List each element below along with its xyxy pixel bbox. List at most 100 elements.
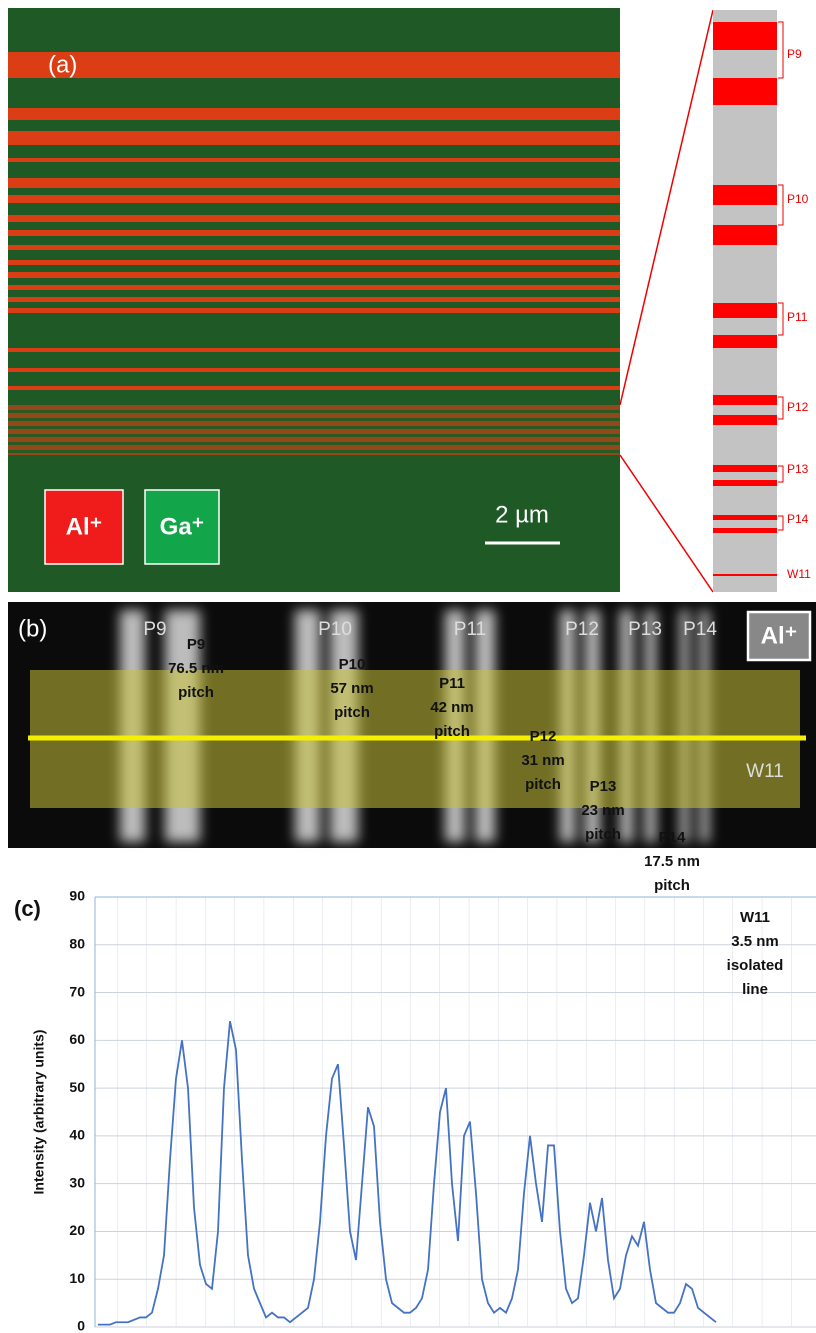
annotation: 23 nm [581,802,624,819]
line-label: P11 [454,619,486,640]
stripe [8,195,620,203]
plot-grid [95,897,816,1327]
line-label: P9 [143,619,166,640]
stripe [8,158,620,162]
schematic-layer [713,185,777,205]
stripe [8,178,620,188]
annotation: pitch [654,877,690,894]
stripe [8,230,620,236]
annotation: P14 [659,829,686,846]
bracket [778,466,783,482]
stripe [8,386,620,390]
page: (a) Al⁺ Ga⁺ 2 µm P9 P10 P11 P12 P13 P14 W11 (b… [0,0,816,1333]
panel-label: (a) [48,51,77,78]
annotation: P9 [187,636,205,653]
annotation: P13 [590,778,617,795]
schematic-layer [713,480,777,486]
line-label: P10 [318,619,352,640]
annotation: pitch [178,684,214,701]
bracket [778,185,783,225]
schematic-label: P12 [787,400,809,414]
stripe [8,426,620,429]
schematic-layer [713,415,777,425]
stripe [8,308,620,313]
stripe [8,285,620,290]
annotation: P10 [339,656,366,673]
line-label: P12 [565,619,599,640]
stripe [8,272,620,278]
schematic-label: P11 [787,310,808,324]
bracket [778,397,783,419]
schematic-label: W11 [787,567,811,581]
bracket [778,303,783,335]
schematic-layer [713,465,777,472]
schematic-label: P14 [787,512,809,526]
schematic-layer [713,335,777,348]
annotation: W11 [740,909,770,926]
y-tick-label: 0 [77,1318,85,1333]
schematic-layer [713,303,777,318]
stripe [8,297,620,302]
y-tick-label: 10 [69,1270,85,1286]
bracket [778,22,783,78]
legend-al-text: Al⁺ [66,513,103,540]
schematic-layer [713,395,777,405]
schematic-layer [713,515,777,520]
zoom-line [620,455,713,592]
y-tick-label: 60 [69,1031,85,1047]
y-tick-label: 90 [69,888,85,904]
schematic-layer [713,22,777,50]
y-tick-label: 70 [69,983,85,999]
y-axis-label: Intensity (arbitrary units) [31,1030,47,1195]
annotation: W11 [746,761,784,782]
y-tick-label: 80 [69,935,85,951]
annotation: pitch [525,776,561,793]
line-label: P13 [628,619,662,640]
schematic-layer [713,528,777,533]
annotation: 17.5 nm [644,853,700,870]
y-tick-label: 40 [69,1127,85,1143]
schematic-label: P9 [787,47,802,61]
schematic-layer [713,78,777,105]
annotation: line [742,981,768,998]
schematic-layer [713,225,777,245]
panel-label: (c) [14,896,41,921]
annotation: 57 nm [330,680,373,697]
bracket [778,516,783,530]
panel-label: (b) [18,615,47,642]
stripe [8,260,620,265]
stripe [8,368,620,372]
stripe [8,410,620,413]
scale-bar-label: 2 µm [495,501,549,528]
y-tick-label: 20 [69,1222,85,1238]
stripe [8,348,620,352]
zoom-line [620,10,713,405]
annotation: isolated [727,957,784,974]
stripe [8,245,620,250]
legend-al-text: Al⁺ [761,622,798,649]
annotation: P11 [439,675,465,692]
annotation: 42 nm [430,699,473,716]
annotation: pitch [434,723,470,740]
annotation: 31 nm [521,752,564,769]
annotation: 3.5 nm [731,933,779,950]
figure: (a) Al⁺ Ga⁺ 2 µm P9 P10 P11 P12 P13 P14 W11 (b… [0,0,816,1333]
annotation: P12 [530,728,557,745]
y-tick-label: 30 [69,1174,85,1190]
legend-ga-text: Ga⁺ [160,513,205,540]
stripe [8,131,620,145]
stripe [8,215,620,222]
annotation: pitch [585,826,621,843]
annotation: pitch [334,704,370,721]
stripe [8,418,620,421]
line-label: P14 [683,619,717,640]
schematic-label: P10 [787,192,809,206]
stripe [8,52,620,78]
annotation: 76.5 nm [168,660,224,677]
schematic-layer [713,574,777,576]
stripe [8,450,620,453]
schematic-label: P13 [787,462,809,476]
y-tick-label: 50 [69,1079,85,1095]
stripe [8,434,620,437]
stripe [8,442,620,445]
